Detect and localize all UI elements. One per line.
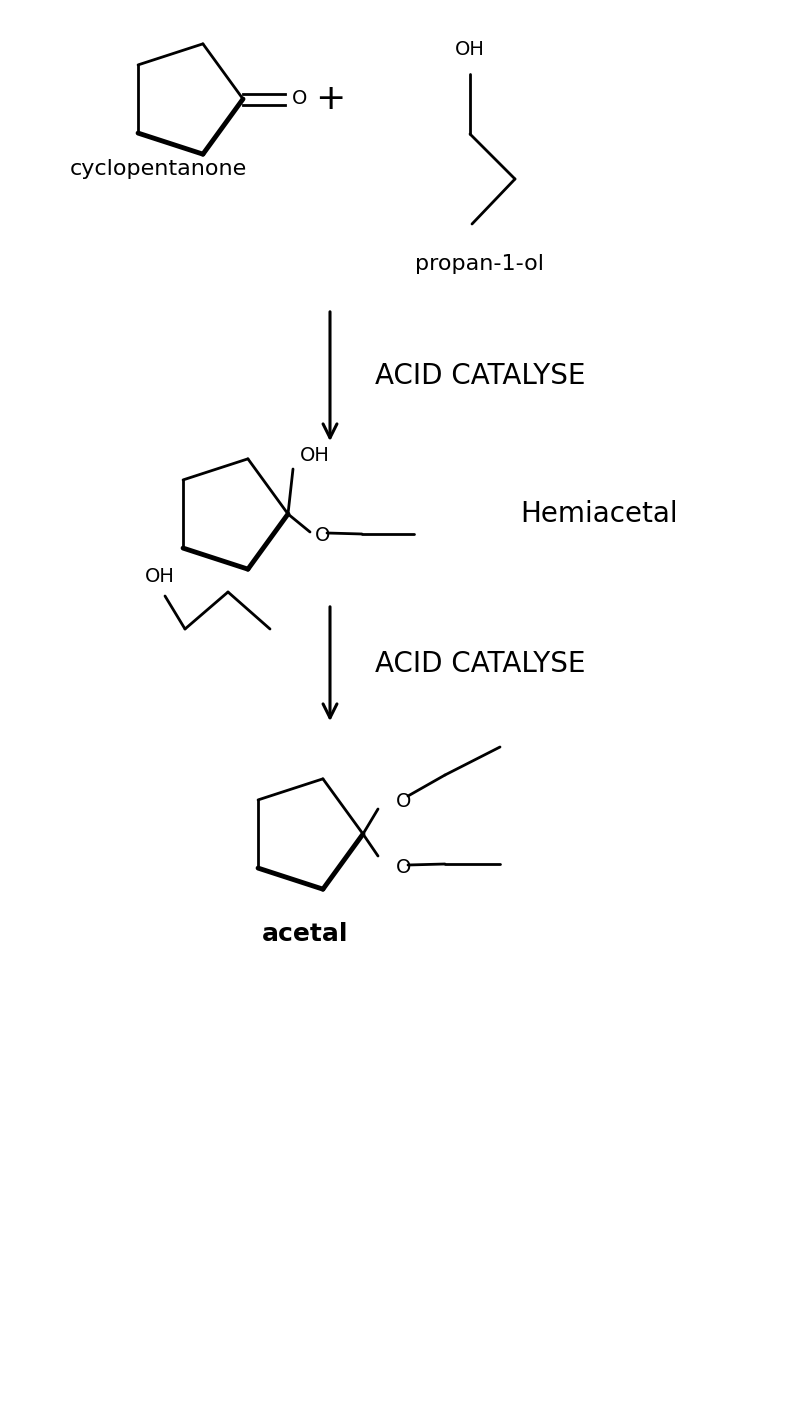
Text: ACID CATALYSE: ACID CATALYSE [375,362,585,390]
Text: OH: OH [145,567,175,585]
Text: O: O [396,858,411,878]
Text: ACID CATALYSE: ACID CATALYSE [375,650,585,678]
Text: Hemiacetal: Hemiacetal [520,500,678,528]
Text: OH: OH [300,446,330,465]
Text: acetal: acetal [261,922,348,946]
Text: propan-1-ol: propan-1-ol [415,254,544,274]
Text: OH: OH [455,39,485,59]
Text: O: O [292,90,307,108]
Text: +: + [314,81,345,117]
Text: cyclopentanone: cyclopentanone [70,159,247,178]
Text: O: O [396,792,411,810]
Text: O: O [315,526,330,546]
